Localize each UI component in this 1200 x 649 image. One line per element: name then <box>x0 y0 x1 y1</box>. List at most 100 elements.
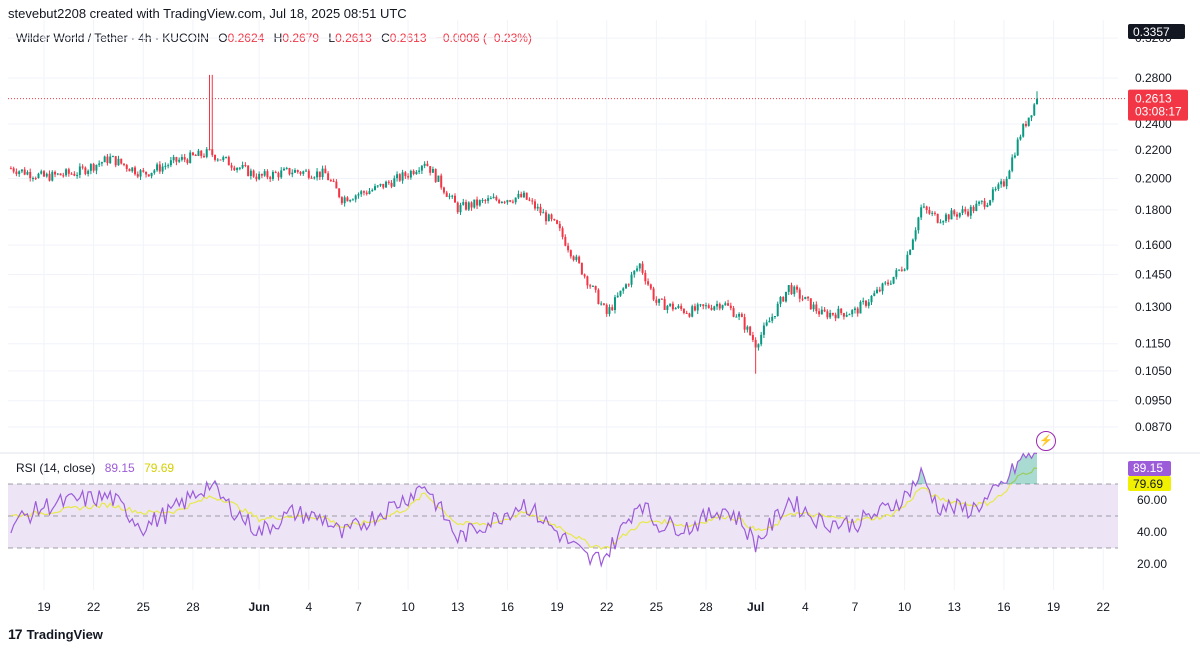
candle-body <box>302 171 305 174</box>
candle-body <box>87 170 90 174</box>
candle-body <box>760 334 763 345</box>
candle-body <box>274 171 277 173</box>
candle-body <box>677 305 680 309</box>
candle-body <box>738 313 741 317</box>
candle-body <box>969 206 972 216</box>
candle-body <box>161 166 164 172</box>
candle-body <box>241 165 244 168</box>
candle-body <box>619 290 622 296</box>
candle-body <box>462 202 465 205</box>
time-tick-label: 22 <box>87 600 101 614</box>
candle-body <box>316 171 319 178</box>
candle-body <box>881 283 884 292</box>
candle-body <box>492 196 495 199</box>
candle-body <box>1024 123 1027 126</box>
candle-body <box>710 307 713 310</box>
candle-body <box>804 296 807 300</box>
candle-body <box>470 202 473 208</box>
candle-body <box>735 316 738 318</box>
candle-body <box>59 173 62 176</box>
price-tick-label: 0.1450 <box>1135 267 1172 281</box>
candle-body <box>820 309 823 315</box>
candle-body <box>445 192 448 197</box>
time-tick-label: 7 <box>355 600 362 614</box>
candle-body <box>572 256 575 260</box>
candle-body <box>509 200 512 202</box>
candle-body <box>164 165 167 167</box>
candle-body <box>702 304 705 307</box>
rsi-tick-label: 40.00 <box>1137 525 1167 539</box>
candle-body <box>622 288 625 291</box>
candle-body <box>351 199 354 201</box>
candle-body <box>680 305 683 309</box>
candle-body <box>103 156 106 163</box>
candle-body <box>92 164 95 171</box>
top-price-label: 0.3357 <box>1133 25 1170 39</box>
rsi-ma-value: 79.69 <box>144 461 175 475</box>
tradingview-logo[interactable]: 17 TradingView <box>8 626 103 642</box>
candle-body <box>784 291 787 302</box>
candle-body <box>807 296 810 299</box>
candle-body <box>517 193 520 198</box>
candle-body <box>498 199 501 204</box>
candle-body <box>448 195 451 197</box>
price-tick-label: 0.2000 <box>1135 171 1172 185</box>
candle-body <box>553 219 556 221</box>
candle-body <box>214 154 217 160</box>
time-tick-label: 16 <box>997 600 1011 614</box>
candle-body <box>978 201 981 204</box>
candle-body <box>158 164 161 172</box>
candle-body <box>972 206 975 211</box>
candle-body <box>153 170 156 173</box>
candle-body <box>175 157 178 162</box>
candle-body <box>600 303 603 305</box>
candle-body <box>43 171 45 177</box>
lightning-icon[interactable]: ⚡ <box>1036 431 1056 451</box>
candle-body <box>903 269 906 271</box>
candle-body <box>636 268 639 271</box>
candle-body <box>531 200 534 202</box>
candle-body <box>773 316 776 318</box>
candle-body <box>796 286 799 290</box>
candle-body <box>420 165 423 171</box>
candle-body <box>299 171 302 174</box>
candle-body <box>354 195 357 200</box>
candle-body <box>925 206 928 211</box>
candle-body <box>222 157 225 161</box>
candle-body <box>329 180 332 182</box>
candle-body <box>649 284 652 289</box>
candle-body <box>809 298 812 310</box>
logo-text: TradingView <box>26 626 103 642</box>
candle-body <box>95 164 98 171</box>
rsi-label[interactable]: RSI (14, close) <box>16 461 96 475</box>
candle-body <box>536 206 539 209</box>
candle-body <box>1027 117 1030 126</box>
candle-body <box>578 256 581 263</box>
price-tick-label: 0.1150 <box>1135 337 1171 351</box>
candle-body <box>953 210 956 215</box>
candle-body <box>870 295 873 303</box>
candle-body <box>840 308 843 314</box>
candle-body <box>332 180 335 182</box>
candle-body <box>285 168 288 170</box>
candle-body <box>660 298 663 300</box>
candle-body <box>594 285 597 290</box>
candle-body <box>145 171 148 175</box>
time-tick-label: 10 <box>898 600 912 614</box>
candle-body <box>842 313 845 317</box>
candle-body <box>740 313 743 318</box>
candle-body <box>1036 98 1038 105</box>
price-tick-label: 0.0950 <box>1135 394 1172 408</box>
rsi-tag-label: 89.15 <box>1133 461 1163 475</box>
candle-body <box>503 201 506 203</box>
time-tick-label: 22 <box>600 600 614 614</box>
candle-body <box>183 157 186 160</box>
time-tick-label: Jul <box>747 600 764 614</box>
candle-body <box>909 249 912 255</box>
candle-body <box>357 194 360 196</box>
candle-body <box>829 312 832 318</box>
candle-body <box>751 335 754 340</box>
candle-body <box>134 167 137 175</box>
candle-body <box>1019 136 1022 140</box>
